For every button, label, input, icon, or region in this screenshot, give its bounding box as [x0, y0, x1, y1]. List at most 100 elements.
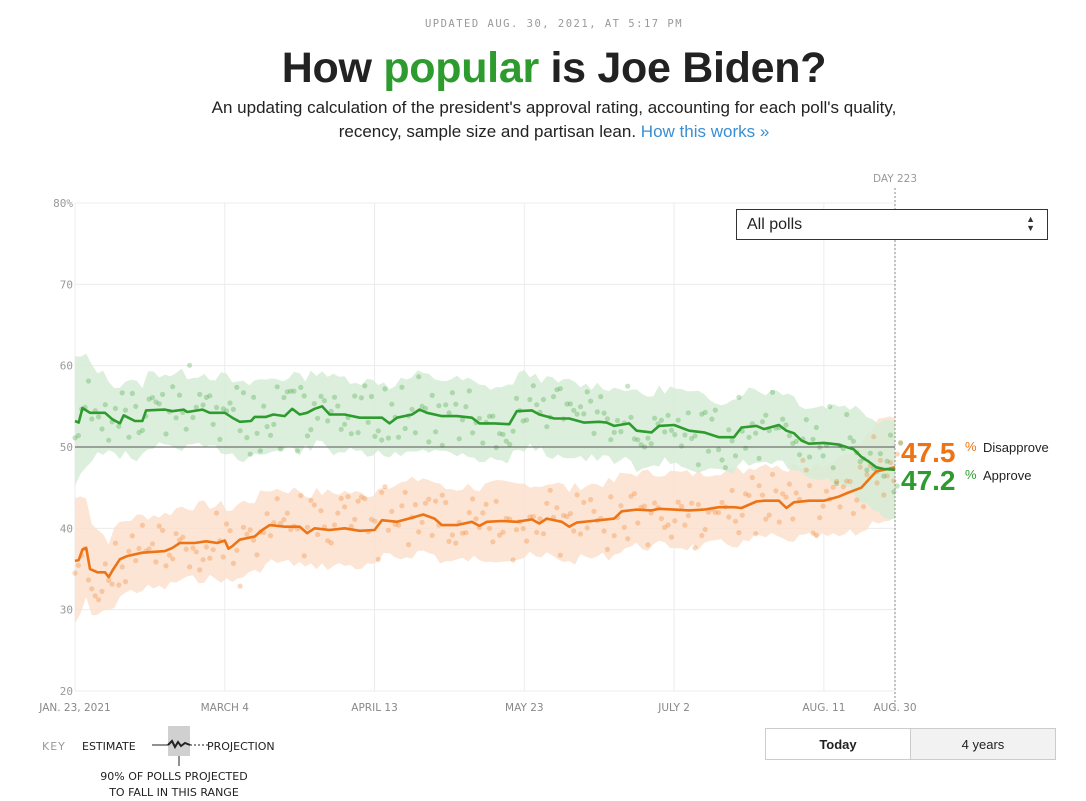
disapprove-poll-dot — [160, 527, 166, 534]
disapprove-poll-dot — [898, 439, 904, 445]
disapprove-poll-dot — [345, 494, 351, 500]
approve-poll-dot — [884, 458, 890, 464]
approve-poll-dot — [399, 384, 405, 390]
approve-poll-dot — [318, 393, 324, 399]
approve-poll-dot — [375, 428, 381, 434]
page-title: How popular is Joe Biden? — [0, 44, 1086, 93]
approve-poll-dot — [658, 417, 665, 423]
approve-poll-dot — [325, 418, 331, 424]
approve-poll-dot — [726, 427, 732, 433]
approve-poll-dot — [234, 384, 240, 390]
disapprove-poll-dot — [92, 593, 98, 599]
approve-poll-dot — [618, 429, 624, 435]
disapprove-poll-dot — [278, 520, 284, 526]
approve-poll-dot — [652, 415, 658, 421]
disapprove-poll-dot — [729, 487, 735, 494]
approve-poll-dot — [99, 426, 105, 432]
title-highlight: popular — [383, 44, 539, 92]
approve-poll-dot — [274, 384, 280, 390]
approve-poll-dot — [759, 419, 766, 425]
approve-poll-dot — [139, 427, 145, 433]
poll-type-select[interactable]: All polls ▲ ▼ — [736, 209, 1048, 240]
how-this-works-link[interactable]: How this works » — [640, 122, 770, 141]
disapprove-poll-dot — [662, 524, 668, 531]
disapprove-poll-dot — [72, 570, 78, 576]
disapprove-poll-dot — [237, 583, 243, 589]
disapprove-poll-dot — [743, 491, 749, 497]
disapprove-poll-dot — [315, 531, 321, 538]
time-range-toggle: Today 4 years — [765, 728, 1056, 760]
approve-poll-dot — [197, 391, 203, 397]
approve-poll-dot — [881, 473, 887, 479]
disapprove-poll-dot — [133, 558, 139, 564]
approve-poll-dot — [311, 401, 317, 407]
approve-poll-dot — [298, 384, 304, 390]
disapprove-poll-dot — [149, 541, 156, 547]
disapprove-poll-dot — [267, 533, 274, 539]
approve-poll-dot — [645, 435, 651, 441]
disapprove-poll-dot — [766, 512, 772, 518]
approve-poll-dot — [638, 442, 644, 448]
disapprove-poll-dot — [860, 504, 867, 510]
disapprove-poll-dot — [850, 510, 857, 517]
disapprove-poll-dot — [618, 503, 624, 509]
key-note-line-2: TO FALL IN THIS RANGE — [109, 786, 239, 799]
approve-poll-dot — [436, 403, 442, 409]
approve-poll-dot — [544, 424, 550, 430]
disapprove-poll-dot — [864, 472, 870, 478]
approve-poll-dot — [459, 417, 466, 423]
approve-poll-dot — [220, 406, 226, 412]
approve-poll-dot — [844, 411, 850, 418]
approve-poll-dot — [887, 432, 894, 438]
disapprove-poll-dot — [348, 523, 354, 530]
disapprove-value: 47.5 — [901, 437, 956, 468]
disapprove-poll-dot — [352, 516, 358, 523]
today-button[interactable]: Today — [766, 729, 910, 759]
disapprove-poll-dot — [473, 516, 479, 522]
disapprove-poll-dot — [810, 530, 816, 536]
approve-poll-dot — [476, 415, 482, 421]
approve-poll-dot — [635, 437, 641, 443]
disapprove-poll-dot — [652, 500, 658, 506]
approve-range-band — [75, 353, 895, 520]
approve-poll-dot — [672, 432, 678, 438]
approve-poll-dot — [702, 409, 708, 415]
approve-poll-dot — [567, 401, 574, 407]
disapprove-percent-sign: % — [965, 439, 977, 454]
disapprove-poll-dot — [197, 567, 203, 573]
disapprove-poll-dot — [406, 542, 412, 548]
disapprove-poll-dot — [254, 552, 260, 558]
approve-poll-dot — [278, 446, 284, 452]
disapprove-poll-dot — [170, 556, 176, 562]
disapprove-poll-dot — [271, 520, 277, 526]
approve-poll-dot — [264, 424, 270, 430]
disapprove-poll-dot — [557, 552, 563, 558]
disapprove-poll-dot — [773, 488, 779, 494]
disapprove-legend-label: Disapprove — [983, 440, 1049, 455]
disapprove-poll-dot — [251, 537, 257, 543]
disapprove-poll-dot — [807, 483, 813, 489]
disapprove-poll-dot — [527, 514, 533, 520]
approve-poll-dot — [119, 390, 125, 396]
disapprove-poll-dot — [658, 516, 665, 522]
disapprove-poll-dot — [358, 494, 364, 500]
disapprove-poll-dot — [274, 496, 280, 502]
disapprove-poll-dot — [156, 523, 162, 529]
approve-poll-dot — [116, 423, 122, 429]
disapprove-poll-dot — [712, 509, 718, 515]
disapprove-poll-dot — [611, 533, 617, 539]
disapprove-poll-dot — [621, 524, 627, 531]
disapprove-poll-dot — [547, 487, 553, 493]
approve-poll-dot — [743, 445, 749, 451]
four-years-button[interactable]: 4 years — [910, 729, 1055, 759]
disapprove-poll-dot — [537, 516, 543, 522]
disapprove-poll-dot — [625, 536, 631, 542]
disapprove-poll-dot — [207, 555, 213, 561]
disapprove-poll-dot — [591, 508, 597, 514]
disapprove-poll-dot — [419, 519, 425, 526]
select-arrows-icon: ▲ ▼ — [1026, 214, 1035, 233]
disapprove-poll-dot — [847, 478, 853, 485]
x-tick-label: JAN. 23, 2021 — [38, 702, 110, 714]
disapprove-poll-dot — [342, 504, 348, 510]
approve-poll-dot — [524, 417, 530, 423]
